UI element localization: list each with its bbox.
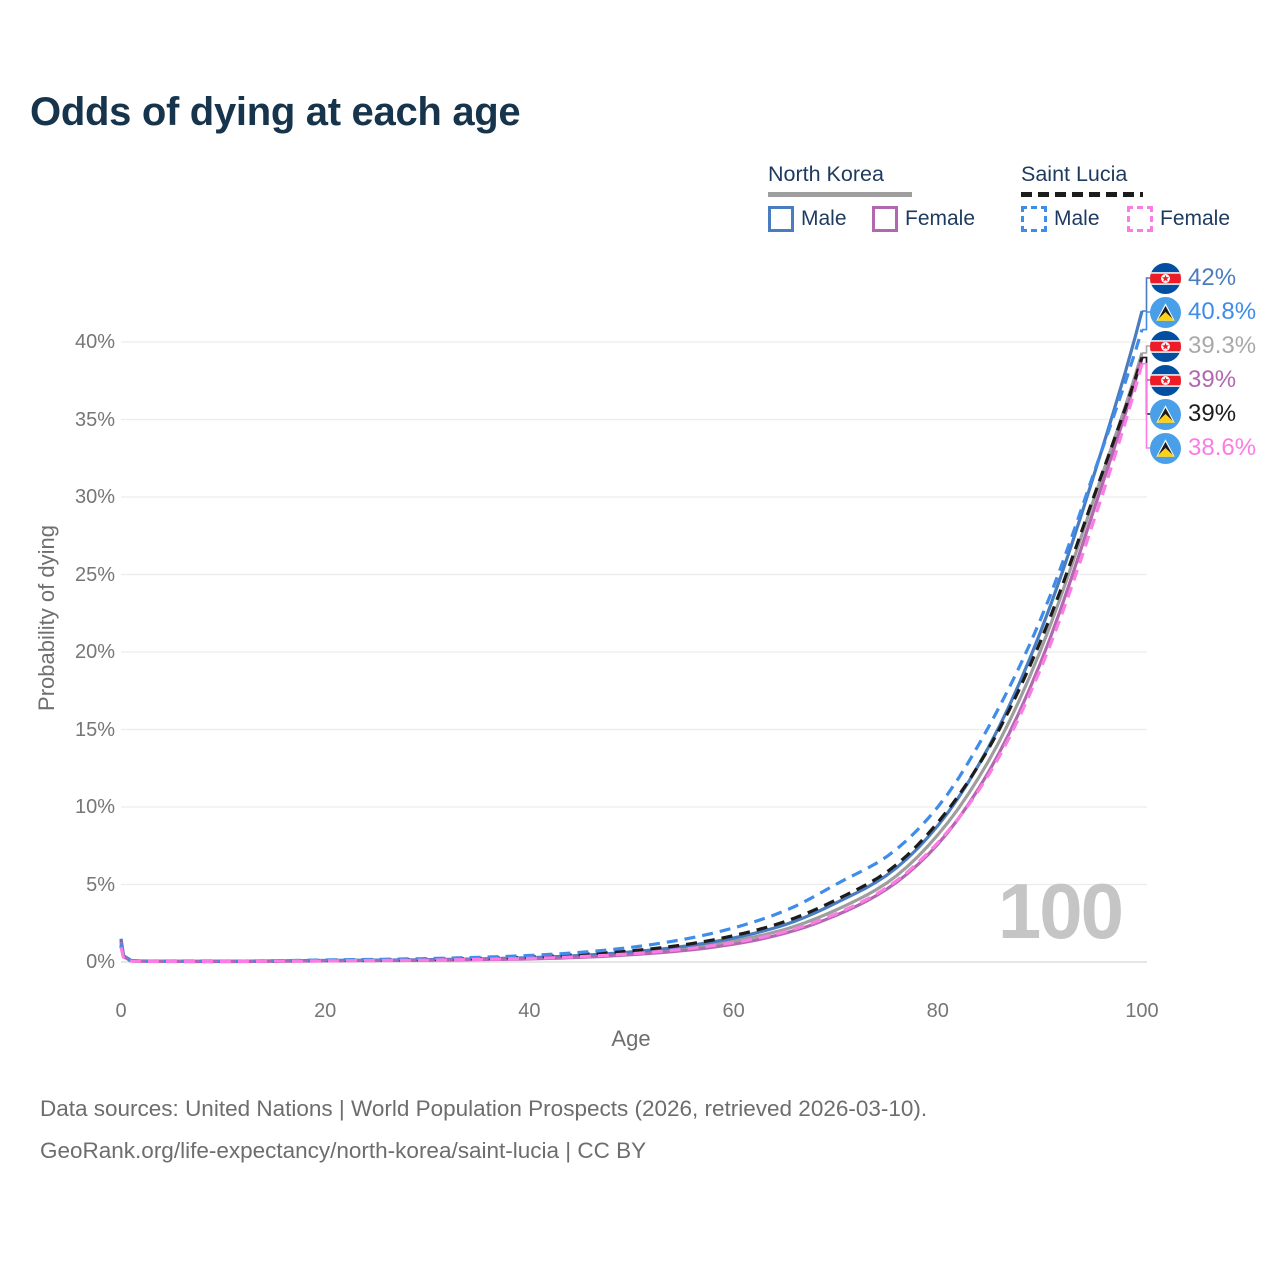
legend-group-title-north-korea: North Korea [768,162,884,186]
end-label-value: 42% [1188,264,1237,291]
y-tick-label-5: 5% [86,873,115,896]
saint-lucia-flag-icon [1150,398,1181,430]
x-tick-label-100: 100 [1125,1000,1159,1022]
end-label-connector-nk_total [1142,345,1151,354]
series-line-sl_male [119,329,1144,963]
end-label-value: 38.6% [1188,434,1257,461]
x-tick-label-40: 40 [518,1000,541,1022]
saint-lucia-flag-icon [1150,296,1181,328]
legend-item-saint-lucia-female[interactable]: Female [1127,206,1230,232]
y-tick-label-30: 30% [74,486,115,508]
y-tick-label-10: 10% [74,796,115,818]
end-label-value: 39% [1188,400,1237,427]
y-tick-label-15: 15% [74,718,115,741]
legend-swatch-north-korea-female [872,206,898,232]
legend-underline-north-korea [768,192,912,197]
x-tick-label-20: 20 [314,1000,337,1022]
end-label-row-sl_male: 40.8% [1150,295,1256,329]
legend-label: Male [801,207,847,230]
legend-label: Female [1160,207,1231,230]
x-tick-label-80: 80 [926,1000,949,1022]
legend-item-north-korea-male[interactable]: Male [768,206,847,232]
end-label-connector-nk_male [1142,277,1151,312]
north-korea-flag-icon [1150,262,1181,294]
x-axis-label: Age [611,1026,651,1051]
y-tick-label-20: 20% [74,641,115,663]
footer-source-line: Data sources: United Nations | World Pop… [40,1096,928,1121]
legend-swatch-saint-lucia-female [1127,206,1153,232]
age-watermark: 100 [997,867,1124,955]
legend-item-north-korea-female[interactable]: Female [872,206,975,232]
end-label-value: 39% [1188,366,1237,393]
y-axis-label: Probability of dying [34,525,59,711]
legend-label: Female [905,207,976,230]
y-tick-label-35: 35% [74,408,115,431]
legend-group-title-saint-lucia: Saint Lucia [1021,162,1128,186]
x-tick-label-0: 0 [115,1000,127,1022]
legend-swatch-saint-lucia-male [1021,206,1047,232]
series-line-nk_male [119,310,1144,963]
end-label-value: 39.3% [1188,332,1257,359]
end-label-connector-sl_male [1142,311,1151,331]
end-label-row-nk_male: 42% [1150,261,1236,295]
footer-link-line: GeoRank.org/life-expectancy/north-korea/… [40,1138,647,1163]
north-korea-flag-icon [1150,364,1181,396]
legend-underline-saint-lucia [1021,192,1143,197]
page-title: Odds of dying at each age [30,90,521,134]
end-label-connector-sl_female [1142,362,1151,449]
end-label-value: 40.8% [1188,298,1257,325]
end-label-row-sl_female: 38.6% [1150,431,1256,465]
legend-item-saint-lucia-male[interactable]: Male [1021,206,1100,232]
end-label-row-nk_female: 39% [1150,363,1236,397]
legend-label: Male [1054,207,1100,230]
legend-swatch-north-korea-male [768,206,794,232]
north-korea-flag-icon [1150,330,1181,362]
y-tick-label-0: 0% [86,951,115,973]
saint-lucia-flag-icon [1150,432,1181,464]
series-line-sl_female [119,363,1144,964]
y-tick-label-25: 25% [74,563,115,586]
y-tick-label-40: 40% [74,331,115,353]
end-label-row-sl_total: 39% [1150,397,1236,431]
x-tick-label-60: 60 [722,1000,745,1022]
end-label-row-nk_total: 39.3% [1150,329,1256,363]
